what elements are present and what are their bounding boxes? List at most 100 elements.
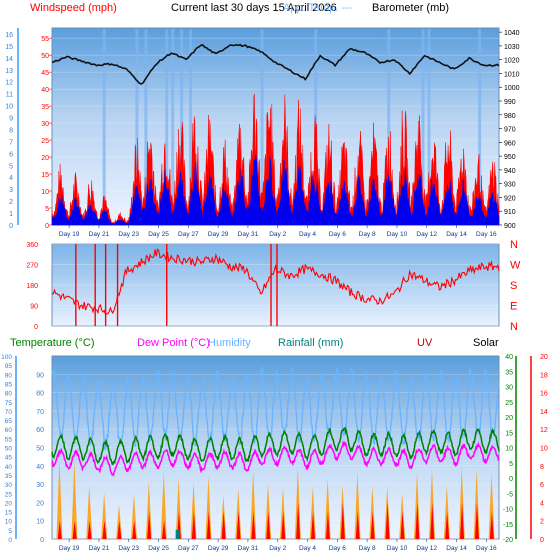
wind-x-tick-label: Day 8: [359, 231, 376, 238]
direction-tick-label: 180: [26, 283, 38, 290]
temp-tick-label: 40: [505, 354, 513, 361]
calm-highlight-bar: [478, 29, 482, 224]
mph-tick-label: 35: [41, 104, 49, 111]
secondary-tick-label: 8: [9, 127, 13, 134]
uv-spike: [415, 502, 420, 539]
percent-tick-label: 80: [36, 391, 44, 398]
solar-tick-label: 15: [5, 510, 13, 517]
direction-tick-label: 0: [34, 324, 38, 331]
temp-x-tick-label: Day 12: [416, 545, 437, 552]
mph-tick-label: 30: [41, 121, 49, 128]
uv-tick-label: 2: [540, 519, 544, 526]
solar-spike: [235, 488, 242, 539]
mb-tick-label: 1000: [504, 85, 520, 92]
uv-tick-label: 18: [540, 372, 548, 379]
solar-tick-label: 55: [5, 436, 13, 443]
solar-spike: [428, 469, 435, 539]
uv-tick-label: 10: [540, 446, 548, 453]
uv-spike: [87, 520, 92, 539]
uv-spike: [385, 502, 390, 539]
uv-spike: [281, 511, 286, 539]
solar-tick-label: 100: [1, 354, 12, 361]
uv-tick-label: 6: [540, 482, 544, 489]
compass-label: W: [510, 260, 521, 272]
calm-highlight-bar: [144, 29, 148, 224]
mb-tick-label: 1020: [504, 58, 520, 65]
uv-tick-label: 0: [540, 537, 544, 544]
solar-spike: [458, 467, 465, 539]
solar-tick-label: 45: [5, 455, 13, 462]
uv-spike: [72, 520, 77, 539]
solar-spike: [473, 469, 480, 539]
solar-spike: [175, 477, 182, 539]
mb-tick-label: 980: [504, 113, 516, 120]
rainfall-legend: Rainfall (mm): [278, 337, 343, 349]
uv-spike: [340, 502, 345, 539]
solar-tick-label: 10: [5, 519, 13, 526]
barometer-series: [51, 43, 500, 85]
temp-tick-label: 35: [505, 369, 513, 376]
mb-tick-label: 970: [504, 127, 516, 134]
percent-tick-label: 70: [36, 409, 44, 416]
wind-average-series: [51, 154, 500, 226]
uv-spike: [132, 520, 137, 539]
mph-tick-label: 40: [41, 87, 49, 94]
mb-tick-label: 910: [504, 209, 516, 216]
solar-spike: [414, 472, 421, 539]
wind-x-tick-label: Day 25: [148, 231, 169, 238]
secondary-tick-label: 7: [9, 139, 13, 146]
uv-spike: [400, 511, 405, 539]
wind-x-tick-label: Day 10: [387, 231, 408, 238]
wind-x-tick-label: Day 21: [89, 231, 110, 238]
temp-x-tick-label: Day 19: [59, 545, 80, 552]
direction-tick-label: 360: [26, 242, 38, 249]
temp-x-tick-label: Day 29: [208, 545, 229, 552]
solar-spike: [71, 461, 78, 539]
temp-tick-label: -10: [503, 507, 513, 514]
solar-tick-label: 35: [5, 473, 13, 480]
wind-x-tick-label: Day 14: [446, 231, 467, 238]
solar-spike: [56, 460, 63, 539]
solar-tick-label: 25: [5, 491, 13, 498]
solar-tick-label: 95: [5, 363, 13, 370]
wind-x-tick-label: Day 29: [208, 231, 229, 238]
direction-tick-label: 90: [30, 304, 38, 311]
uv-spike: [221, 511, 226, 539]
solar-spike: [488, 473, 495, 539]
uv-spike: [445, 511, 450, 539]
uv-spike: [102, 520, 107, 539]
secondary-tick-label: 16: [5, 32, 13, 39]
solar-spike: [160, 472, 167, 539]
compass-label: N: [510, 321, 518, 333]
calm-highlight-bar: [180, 29, 184, 224]
solar-tick-label: 70: [5, 409, 13, 416]
solar-tick-label: 50: [5, 446, 13, 453]
temp-tick-label: 15: [505, 430, 513, 437]
temp-tick-label: 10: [505, 446, 513, 453]
uv-tick-label: 14: [540, 409, 548, 416]
secondary-tick-label: 2: [9, 199, 13, 206]
calm-highlight-bar: [387, 29, 391, 224]
percent-tick-label: 0: [40, 537, 44, 544]
percent-tick-label: 10: [36, 519, 44, 526]
solar-tick-label: 85: [5, 381, 13, 388]
temp-tick-label: 20: [505, 415, 513, 422]
solar-spike: [354, 472, 361, 539]
solar-spike: [190, 482, 197, 539]
solar-spike: [145, 481, 152, 539]
uv-tick-label: 12: [540, 427, 548, 434]
solar-tick-label: 0: [8, 537, 12, 544]
solar-spike: [101, 493, 108, 539]
mb-tick-label: 930: [504, 182, 516, 189]
uv-spike: [162, 520, 167, 539]
temp-x-tick-label: Day 25: [148, 545, 169, 552]
mph-tick-label: 10: [41, 189, 49, 196]
compass-label: N: [510, 239, 518, 251]
secondary-tick-label: 6: [9, 151, 13, 158]
solar-spike: [86, 485, 93, 539]
temperature-series: [51, 426, 500, 466]
calm-highlight-bar: [171, 29, 175, 224]
temp-x-tick-label: Day 27: [178, 545, 199, 552]
calm-highlight-bar: [260, 29, 264, 224]
mph-tick-label: 45: [41, 70, 49, 77]
